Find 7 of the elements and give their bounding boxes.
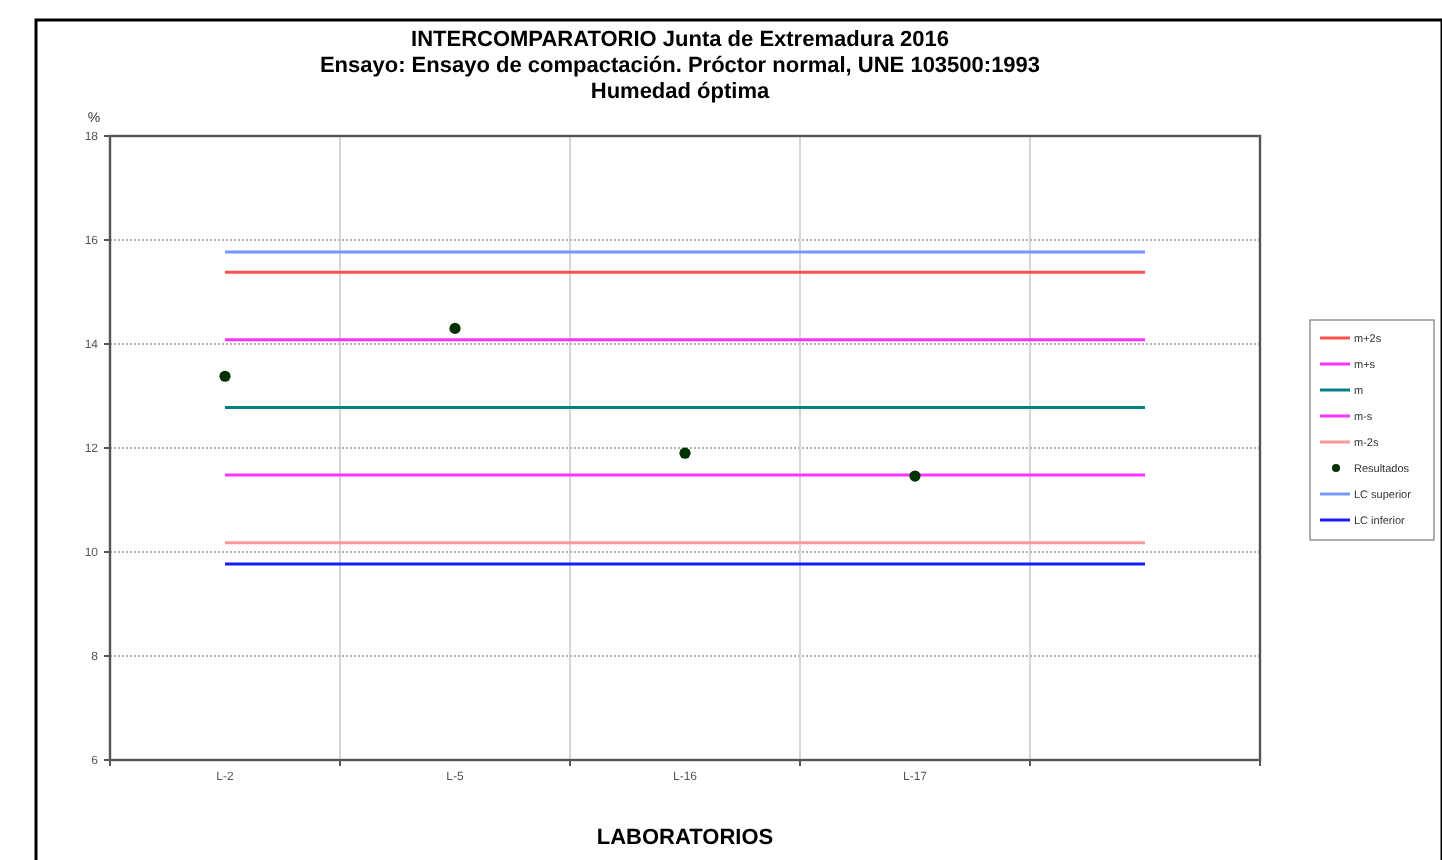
- point: [449, 322, 461, 334]
- chart-title: INTERCOMPARATORIO Junta de Extremadura 2016: [411, 28, 949, 52]
- point: [219, 370, 231, 382]
- chart-subtitle: Ensayo: Ensayo de compactación. Próctor normal, UNE 103500:1993 Humedad óptima: [319, 54, 1041, 104]
- point: [679, 447, 691, 459]
- x-axis-title: LABORATORIOS: [596, 826, 774, 850]
- point: [909, 470, 921, 482]
